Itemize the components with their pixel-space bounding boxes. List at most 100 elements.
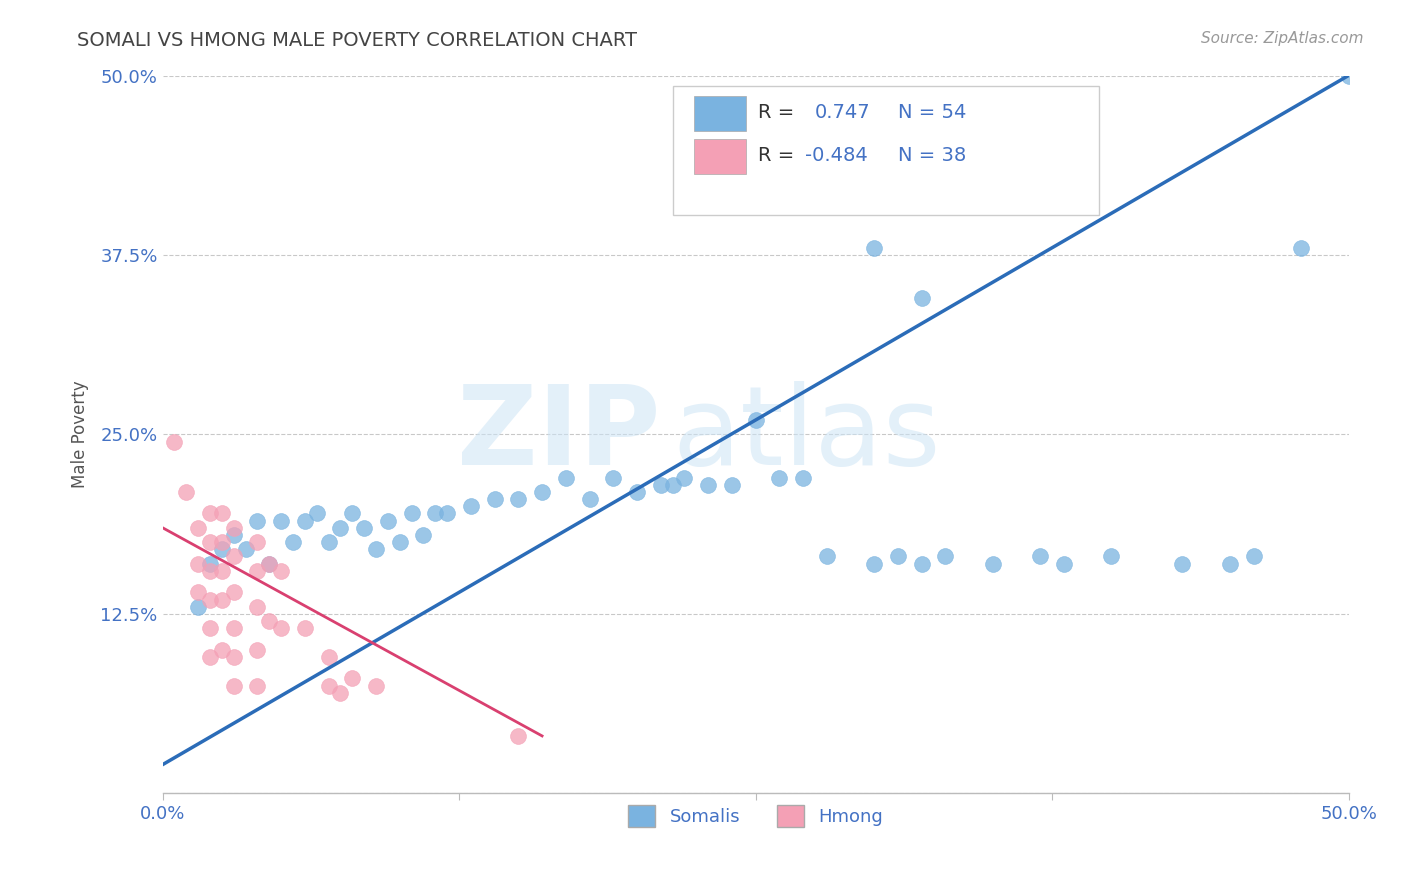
Point	[342, 672, 364, 686]
Point	[1243, 549, 1265, 564]
Point	[508, 491, 530, 506]
Point	[744, 413, 766, 427]
Point	[246, 535, 269, 549]
Point	[1053, 557, 1076, 571]
Point	[436, 507, 458, 521]
Point	[318, 679, 340, 693]
Point	[294, 514, 316, 528]
Point	[176, 484, 198, 499]
Point	[364, 679, 387, 693]
Point	[1099, 549, 1122, 564]
Text: N = 38: N = 38	[898, 146, 966, 165]
Point	[484, 491, 506, 506]
Point	[187, 521, 209, 535]
Point	[460, 500, 482, 514]
Point	[270, 621, 292, 635]
Point	[673, 470, 696, 484]
Point	[163, 434, 186, 449]
Point	[650, 477, 672, 491]
Point	[211, 564, 233, 578]
Text: 0.747: 0.747	[815, 103, 870, 122]
Point	[270, 514, 292, 528]
Point	[1171, 557, 1194, 571]
Point	[1289, 241, 1312, 255]
Point	[697, 477, 720, 491]
Point	[198, 507, 221, 521]
Point	[554, 470, 576, 484]
Point	[246, 599, 269, 614]
Point	[294, 621, 316, 635]
Point	[198, 557, 221, 571]
Text: ZIP: ZIP	[457, 381, 661, 488]
Point	[281, 535, 304, 549]
Point	[1029, 549, 1052, 564]
Point	[187, 585, 209, 599]
Point	[222, 549, 245, 564]
Point	[425, 507, 447, 521]
Point	[211, 542, 233, 557]
Point	[187, 557, 209, 571]
Point	[815, 549, 838, 564]
FancyBboxPatch shape	[672, 87, 1099, 216]
Point	[305, 507, 328, 521]
Point	[887, 549, 910, 564]
Point	[934, 549, 956, 564]
Y-axis label: Male Poverty: Male Poverty	[72, 381, 89, 488]
Point	[222, 650, 245, 665]
Text: N = 54: N = 54	[898, 103, 966, 122]
Point	[259, 614, 281, 628]
Point	[211, 535, 233, 549]
Point	[401, 507, 423, 521]
Point	[981, 557, 1004, 571]
Point	[318, 650, 340, 665]
Point	[721, 477, 744, 491]
Point	[388, 535, 411, 549]
Text: R =: R =	[758, 146, 794, 165]
Point	[1219, 557, 1241, 571]
Point	[792, 470, 814, 484]
Point	[661, 477, 683, 491]
Text: atlas: atlas	[672, 381, 941, 488]
Point	[211, 507, 233, 521]
Point	[910, 557, 932, 571]
FancyBboxPatch shape	[695, 138, 747, 174]
Text: -0.484: -0.484	[806, 146, 868, 165]
Point	[531, 484, 554, 499]
Point	[211, 592, 233, 607]
Point	[246, 642, 269, 657]
Point	[578, 491, 600, 506]
Point	[211, 642, 233, 657]
Point	[222, 585, 245, 599]
Point	[910, 291, 932, 305]
Point	[364, 542, 387, 557]
Point	[329, 521, 352, 535]
Point	[246, 679, 269, 693]
Text: Source: ZipAtlas.com: Source: ZipAtlas.com	[1201, 31, 1364, 46]
Point	[353, 521, 375, 535]
Point	[329, 686, 352, 700]
Text: R =: R =	[758, 103, 794, 122]
Point	[508, 729, 530, 743]
Legend: Somalis, Hmong: Somalis, Hmong	[621, 798, 890, 835]
Point	[863, 557, 886, 571]
Point	[1337, 69, 1360, 83]
Point	[246, 514, 269, 528]
Point	[412, 528, 434, 542]
Point	[863, 241, 886, 255]
Point	[187, 599, 209, 614]
Point	[198, 650, 221, 665]
Point	[198, 535, 221, 549]
Point	[246, 564, 269, 578]
Point	[602, 470, 624, 484]
Point	[222, 528, 245, 542]
Point	[259, 557, 281, 571]
Point	[198, 592, 221, 607]
Point	[377, 514, 399, 528]
Point	[342, 507, 364, 521]
FancyBboxPatch shape	[695, 95, 747, 131]
Text: SOMALI VS HMONG MALE POVERTY CORRELATION CHART: SOMALI VS HMONG MALE POVERTY CORRELATION…	[77, 31, 637, 50]
Point	[270, 564, 292, 578]
Point	[318, 535, 340, 549]
Point	[235, 542, 257, 557]
Point	[222, 679, 245, 693]
